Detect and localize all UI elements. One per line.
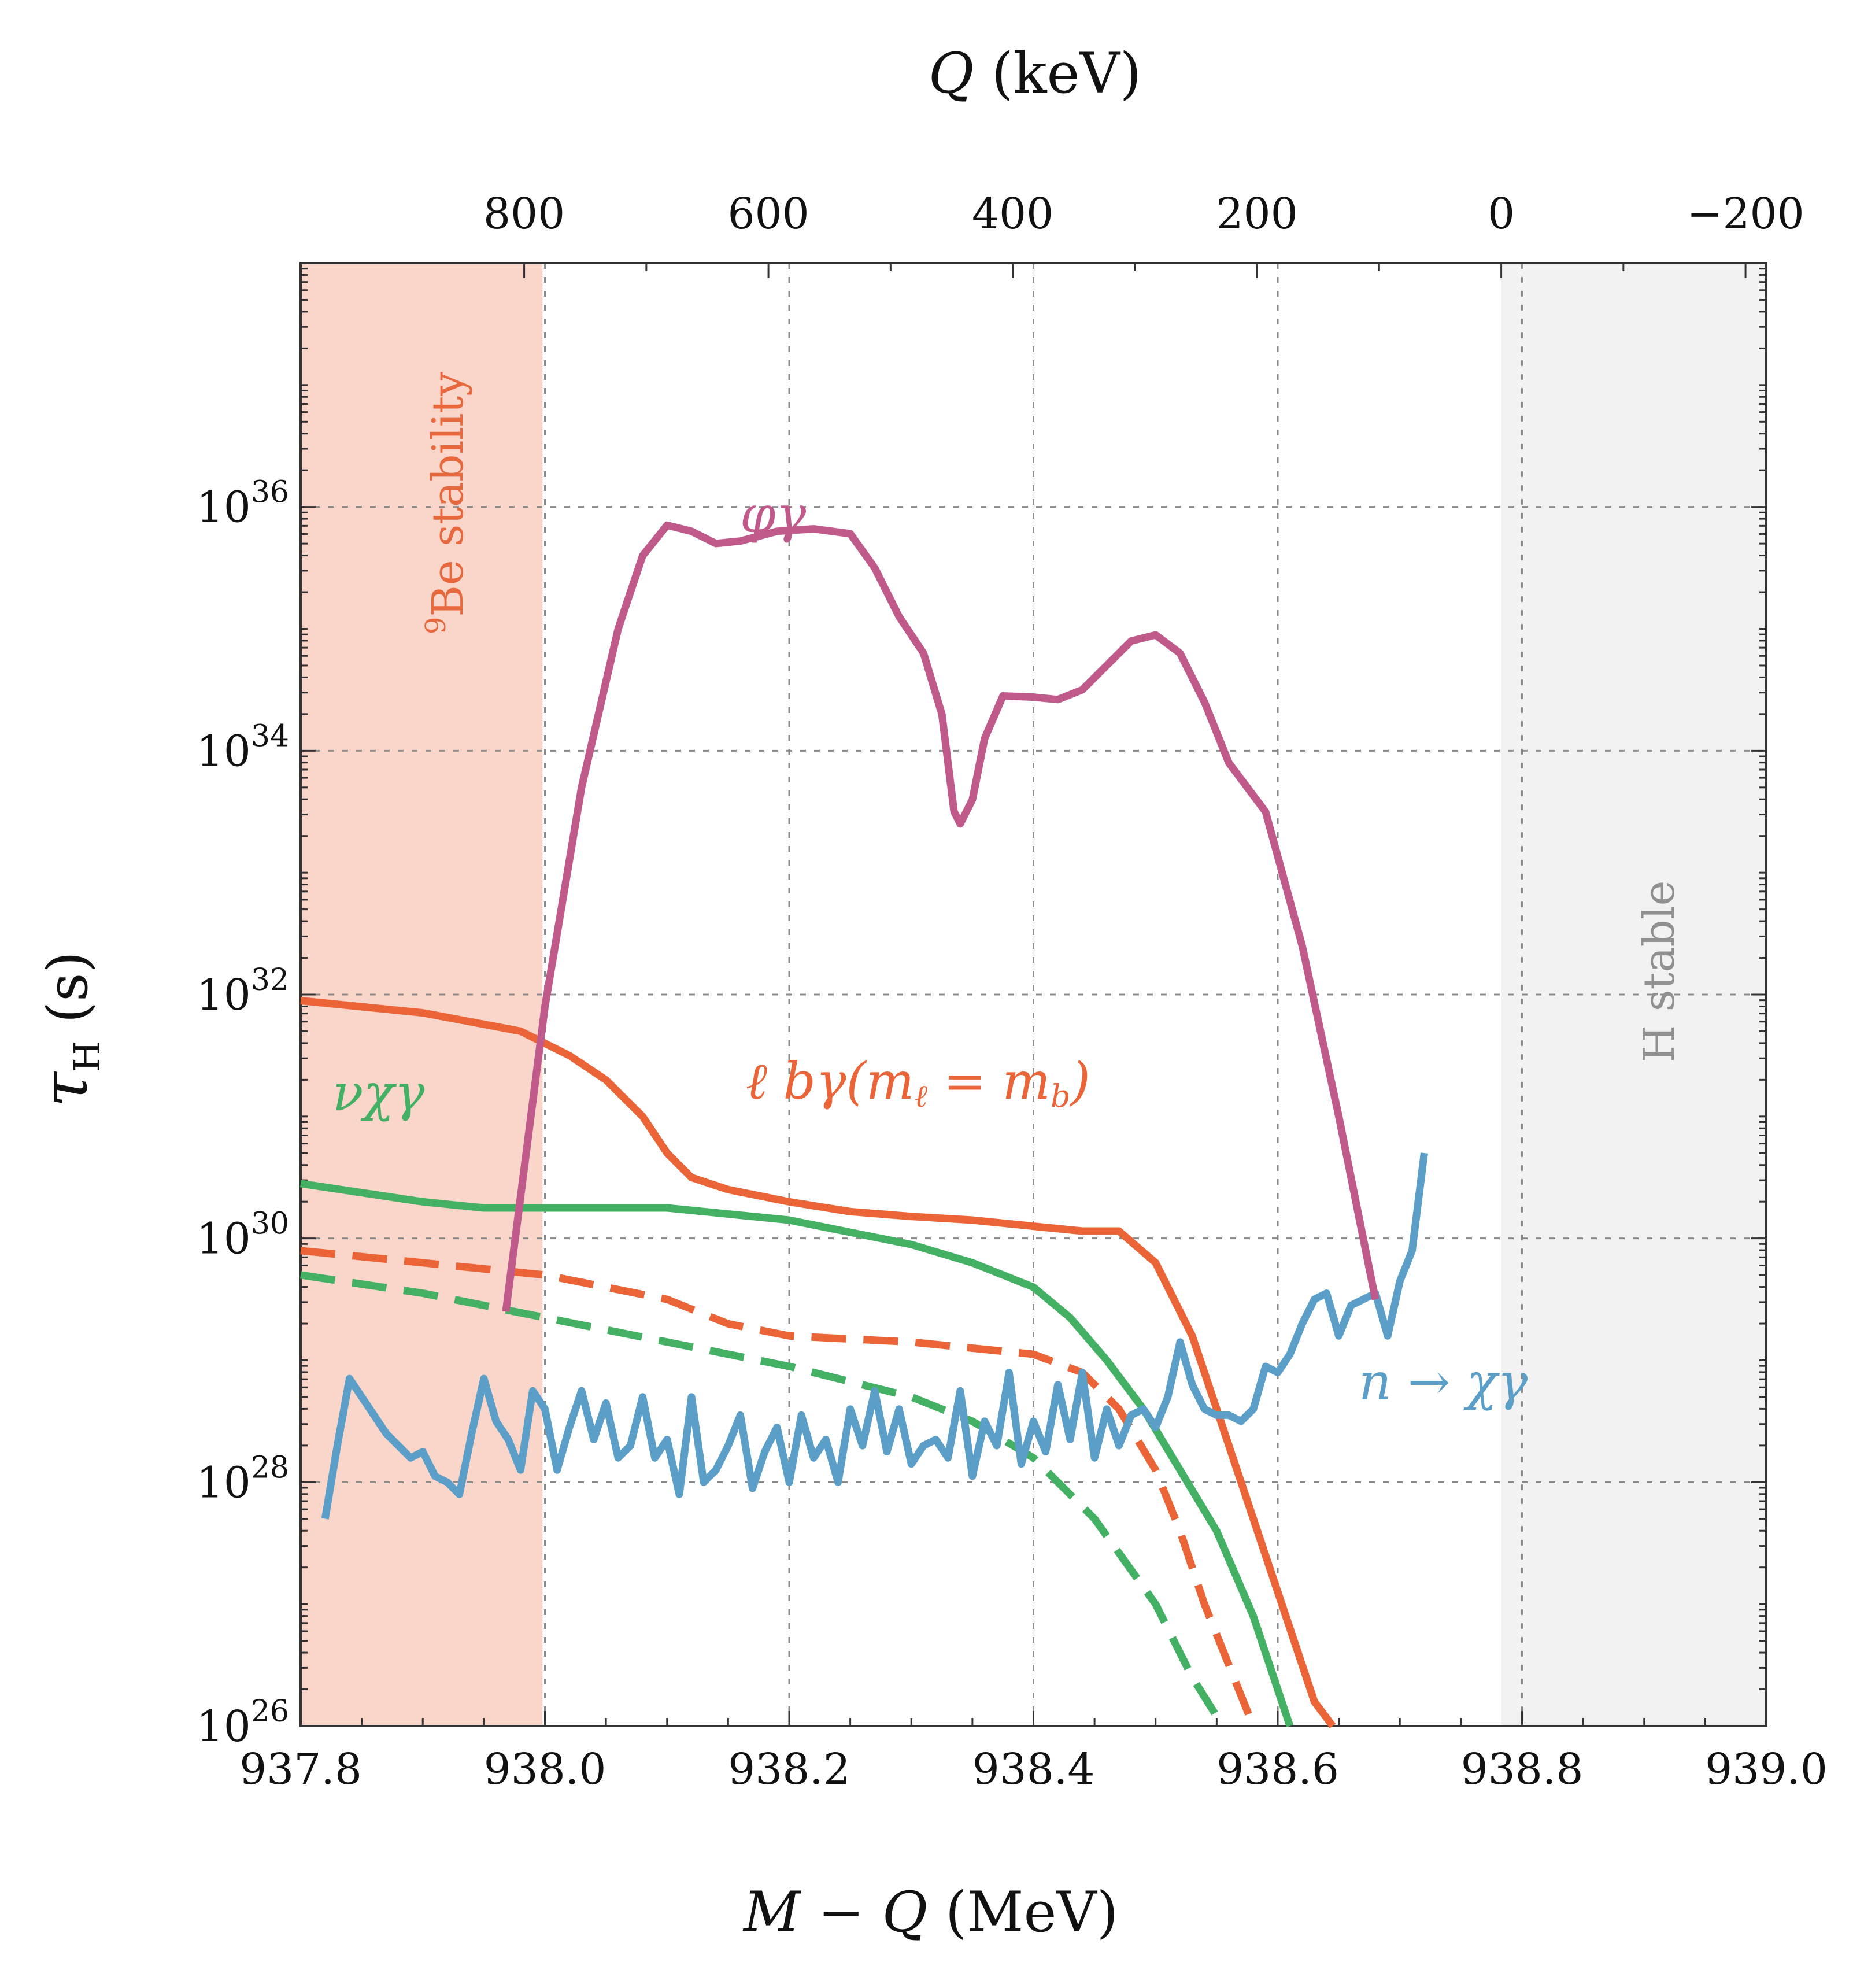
x-axis-title: M − Q (MeV) xyxy=(742,1880,1118,1945)
x-tick-label: 938.0 xyxy=(484,1745,606,1794)
y-tick-label: 1026 xyxy=(197,1694,289,1751)
nu-chi-gamma-label: νχγ xyxy=(332,1063,425,1122)
top-axis-title: Q (keV) xyxy=(929,41,1141,106)
top-tick-label: 800 xyxy=(483,189,565,239)
top-tick-label: 200 xyxy=(1216,189,1297,239)
x-tick-label: 939.0 xyxy=(1705,1745,1828,1794)
x-tick-label: 938.6 xyxy=(1216,1745,1339,1794)
series-line-3 xyxy=(300,1180,1294,1728)
x-tick-label: 938.2 xyxy=(728,1745,850,1794)
be-stability-band xyxy=(301,263,543,1726)
phi-gamma-label: φγ xyxy=(740,485,807,544)
top-tick-label: 600 xyxy=(727,189,809,239)
series-line-1 xyxy=(300,997,1336,1728)
plot-frame xyxy=(299,262,1767,1727)
top-tick-label: 400 xyxy=(972,189,1053,239)
series-line-0 xyxy=(502,521,1379,1313)
be-stability-label: 9Be stability xyxy=(420,372,473,634)
y-tick-label: 1030 xyxy=(197,1207,289,1264)
lbg-label: ℓ bγ(mℓ = mb) xyxy=(746,1051,1090,1114)
y-tick-label: 1034 xyxy=(197,719,289,776)
series-layer xyxy=(300,521,1428,1728)
y-tick-label: 1036 xyxy=(197,475,289,533)
x-tick-label: 938.8 xyxy=(1461,1745,1584,1794)
x-tick-labels: 937.8 938.0 938.2 938.4 938.6 938.8 939.… xyxy=(239,1745,1828,1794)
series-line-4 xyxy=(300,1271,1226,1728)
y-axis-title: τH (s) xyxy=(28,951,108,1107)
n-chi-gamma-label: n → χγ xyxy=(1359,1352,1528,1411)
x-tick-label: 937.8 xyxy=(239,1745,362,1794)
top-tick-label: 0 xyxy=(1488,189,1515,239)
h-stable-label: H stable xyxy=(1634,881,1684,1063)
y-tick-label: 1028 xyxy=(197,1450,289,1507)
series-line-2 xyxy=(300,1247,1257,1728)
y-tick-labels: 1026 1028 1030 1032 1034 1036 xyxy=(197,475,289,1751)
x-tick-label: 938.4 xyxy=(972,1745,1095,1794)
top-tick-label: −200 xyxy=(1687,189,1804,239)
y-tick-label: 1032 xyxy=(197,963,289,1020)
top-tick-labels: 800 600 400 200 0 −200 xyxy=(483,189,1804,239)
series-line-5 xyxy=(321,1152,1428,1520)
